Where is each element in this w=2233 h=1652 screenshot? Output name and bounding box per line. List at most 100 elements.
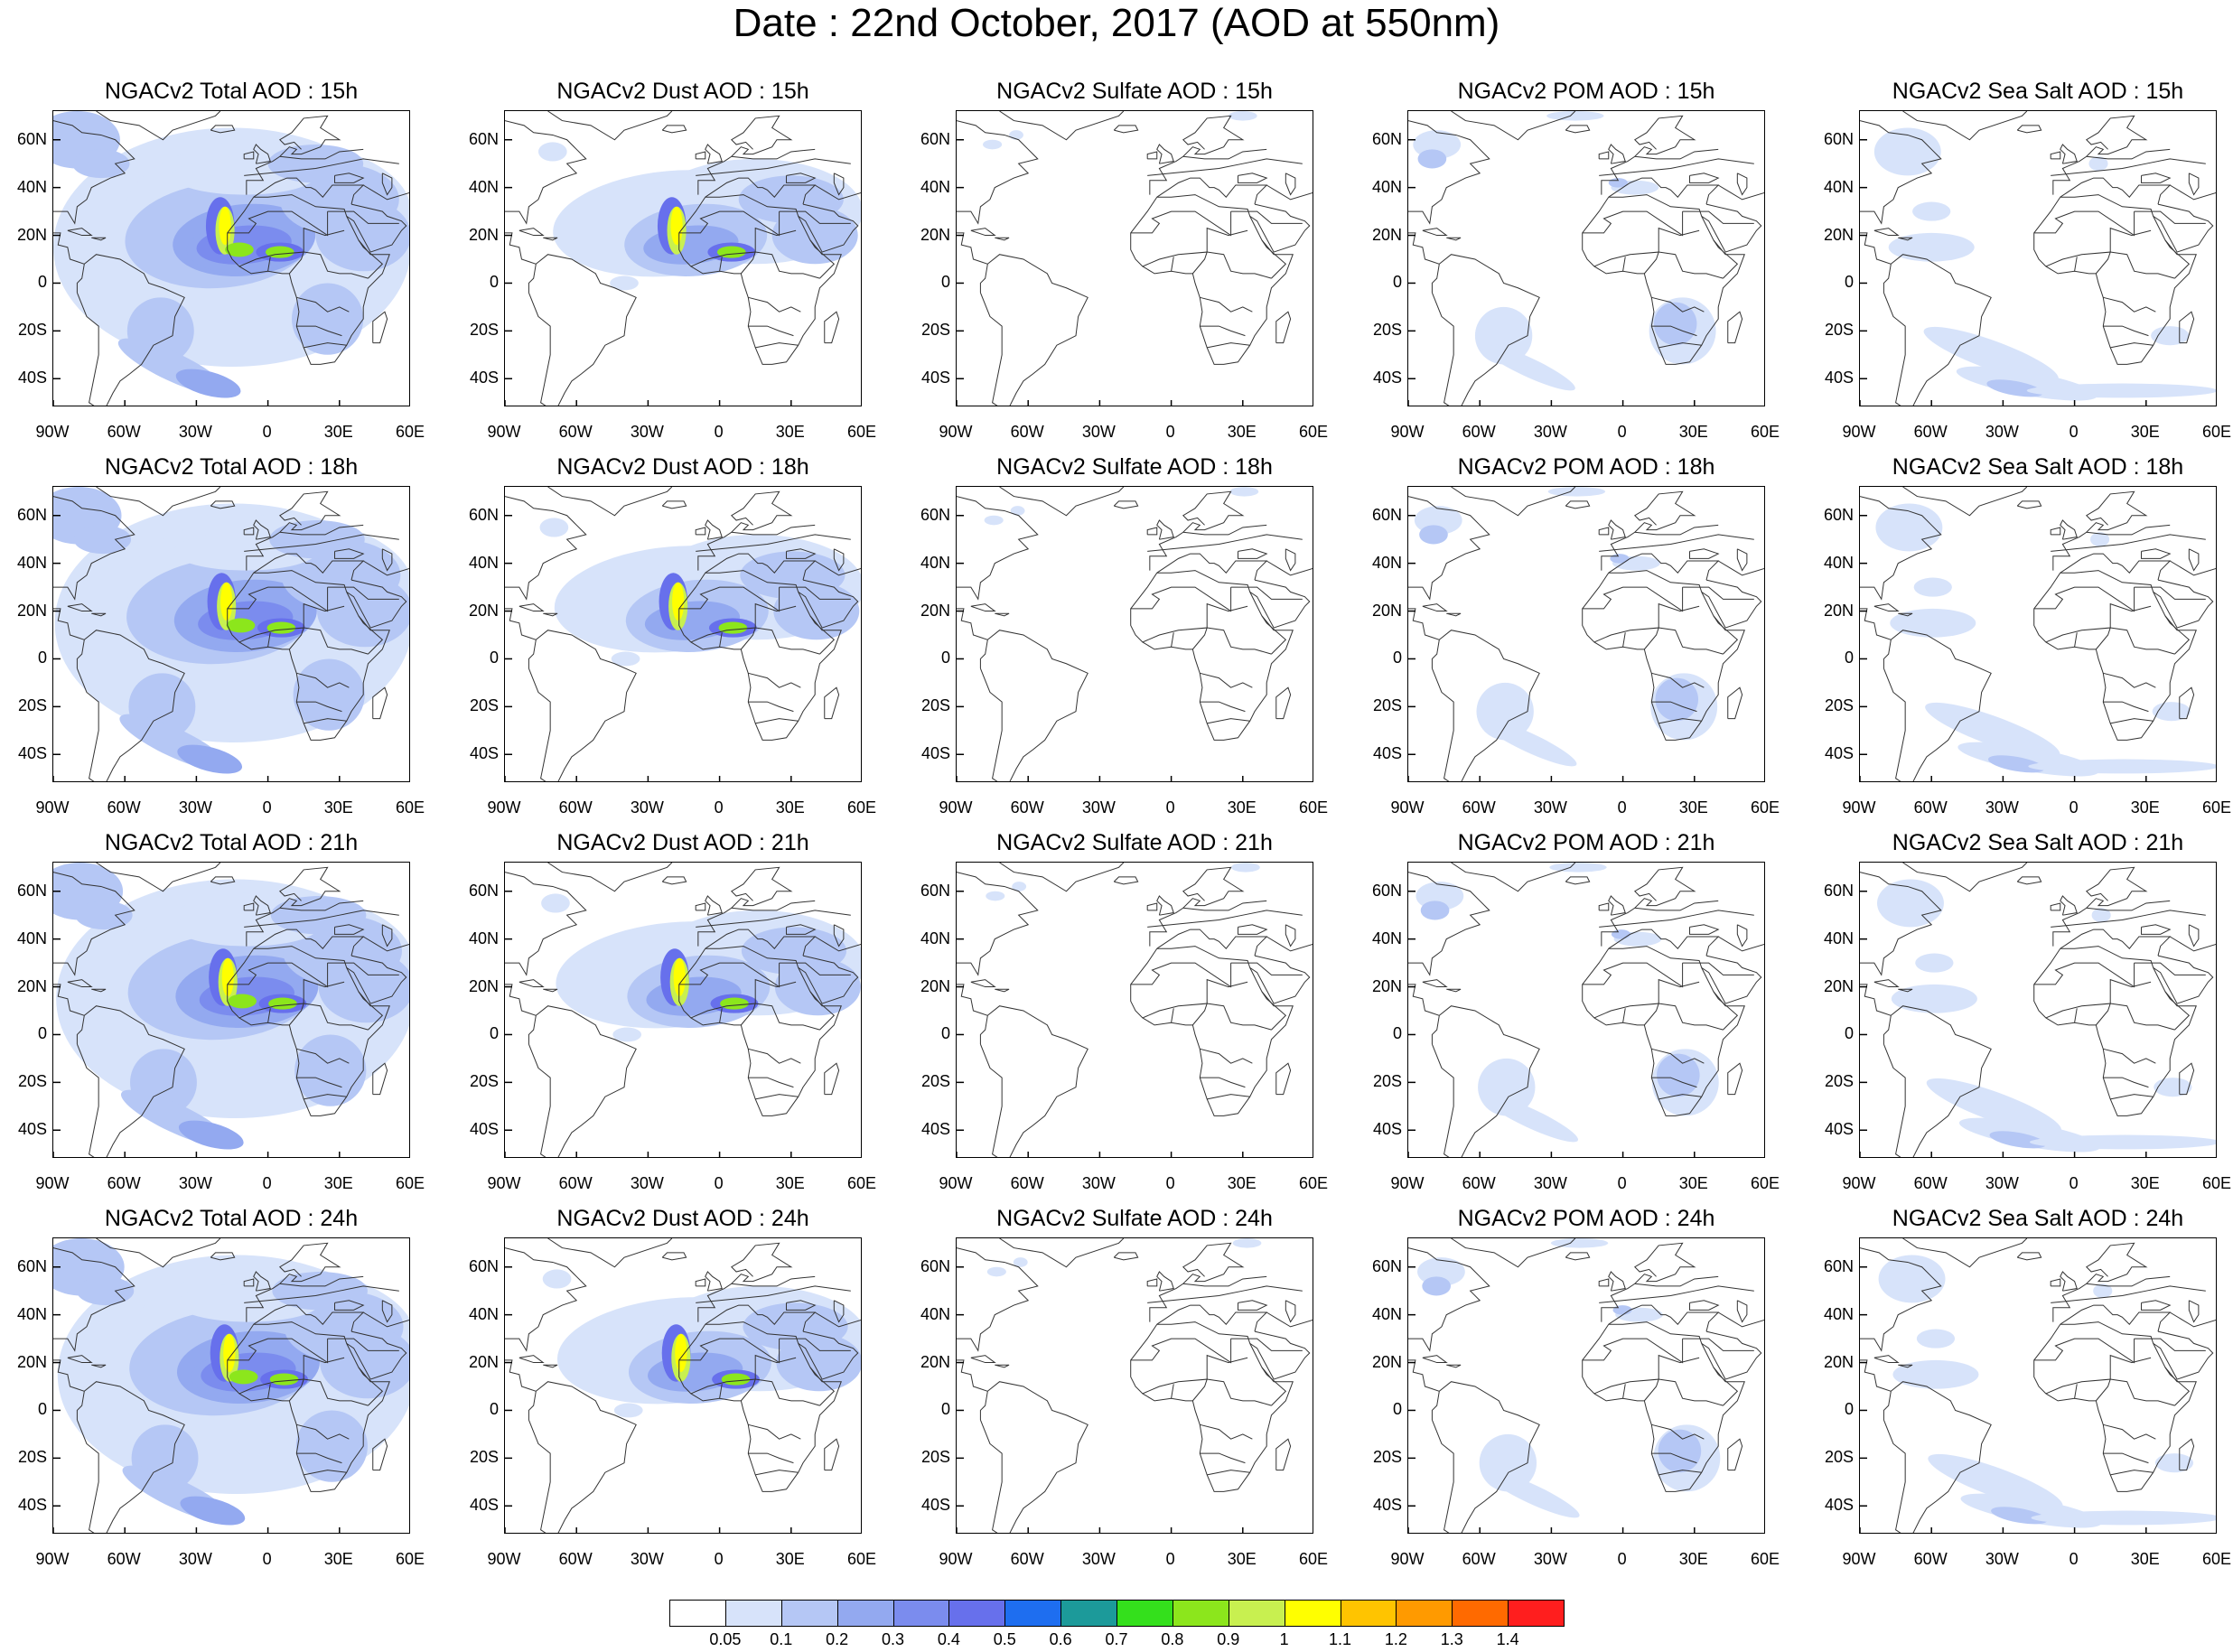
coastline	[1601, 490, 1696, 571]
coastline	[2110, 342, 2154, 349]
map-frame	[504, 110, 862, 406]
coastline	[678, 586, 780, 612]
aod-contour	[613, 1403, 643, 1418]
lon-label: 90W	[487, 1550, 521, 1568]
coastline	[2169, 936, 2216, 952]
coastline	[547, 863, 673, 892]
coastline	[1608, 553, 1720, 581]
coastline	[358, 239, 384, 279]
coastline	[1643, 1003, 1659, 1026]
coastline	[2141, 173, 2172, 183]
coastline	[661, 1252, 687, 1261]
lat-label: 40S	[469, 744, 499, 763]
coastline	[238, 627, 369, 655]
lon-label: 0	[1617, 1174, 1627, 1192]
coastline	[543, 237, 558, 241]
coastline	[381, 924, 393, 947]
lat-label: 20S	[469, 321, 499, 340]
aod-map	[957, 863, 1313, 1157]
coastline	[238, 1378, 369, 1406]
coastline	[2045, 251, 2175, 279]
lat-label: 60N	[1823, 1256, 1854, 1275]
aod-contour	[1547, 487, 1606, 497]
coastline	[1191, 627, 1208, 650]
coastline	[244, 910, 399, 928]
aod-map	[957, 111, 1313, 406]
coastline	[372, 686, 388, 720]
coastline	[970, 228, 996, 237]
lon-label: 0	[1165, 1174, 1175, 1192]
coastline	[543, 1364, 558, 1368]
lon-label: 30E	[775, 1550, 805, 1568]
coastline	[1599, 534, 1754, 552]
colorbar-label: 1.1	[1328, 1630, 1352, 1648]
coastline	[227, 962, 329, 988]
coastline	[755, 1094, 799, 1100]
coastline	[1431, 667, 1454, 781]
coastline	[1643, 1378, 1659, 1402]
coastline	[210, 1252, 236, 1261]
lat-label: 20N	[920, 225, 950, 244]
colorbar-label: 0.4	[937, 1630, 960, 1648]
coastline	[1275, 1438, 1292, 1471]
aod-contour	[1419, 525, 1448, 545]
coastline	[1658, 227, 1700, 253]
coastline	[505, 608, 537, 640]
coastline	[2164, 615, 2191, 655]
coastline	[2086, 900, 2171, 911]
map-panel: NGACv2 Sulfate AOD : 21h 60N 40N 20N 0 20S 40S…	[903, 829, 1355, 1195]
coastline	[76, 264, 85, 294]
coastline	[731, 148, 816, 160]
colorbar-swatch	[1508, 1600, 1565, 1627]
coastline	[2095, 1003, 2111, 1026]
aod-contour	[180, 1496, 246, 1526]
coastline	[246, 1242, 341, 1322]
coastline	[1156, 1271, 1174, 1292]
lon-label: 30E	[2130, 423, 2160, 441]
coastline	[1130, 586, 1232, 612]
coastline	[814, 560, 861, 576]
coastlines	[1860, 1238, 2216, 1533]
coastline	[53, 1359, 85, 1392]
lat-label: 60N	[920, 505, 950, 524]
aod-contour	[75, 901, 133, 930]
coastline	[1261, 239, 1287, 279]
coastline	[1622, 1008, 1626, 1023]
aod-contour	[673, 957, 686, 997]
coastline	[53, 120, 135, 225]
aod-contour	[2028, 759, 2216, 774]
coastline	[1860, 120, 1942, 225]
coastline	[96, 111, 221, 141]
map-frame	[956, 110, 1313, 406]
lat-label: 20N	[920, 601, 950, 620]
coastline	[1439, 630, 1540, 781]
coastline	[1451, 487, 1576, 517]
lat-label: 20S	[920, 1072, 950, 1091]
coastline	[1266, 1311, 1313, 1328]
lon-label: 60E	[1298, 423, 1329, 441]
coastline	[1408, 496, 1490, 601]
coastline	[1717, 184, 1764, 201]
coastline	[253, 1271, 271, 1292]
coastline	[346, 203, 407, 253]
coastline	[809, 615, 836, 655]
aod-contour	[1916, 1329, 1956, 1349]
coastline	[1156, 1304, 1268, 1332]
colorbar-swatch	[1396, 1600, 1453, 1627]
map-frame	[1859, 1237, 2217, 1534]
aod-contour	[721, 1373, 751, 1386]
coastline	[1608, 519, 1626, 540]
coastline	[748, 1452, 794, 1464]
lon-label: 0	[2069, 798, 2079, 817]
lon-label: 30E	[2130, 1174, 2160, 1192]
lon-label: 60E	[1298, 1174, 1329, 1192]
aod-contour	[675, 1333, 687, 1373]
coastline	[53, 1247, 135, 1352]
lon-label: 90W	[35, 423, 70, 441]
panel-title: NGACv2 Total AOD : 18h	[104, 454, 359, 480]
lat-label: 20S	[1372, 696, 1402, 715]
aod-contour	[1873, 127, 1941, 176]
lon-label: 90W	[35, 1174, 70, 1192]
coastline	[1651, 1423, 1705, 1440]
coastline	[814, 936, 861, 952]
